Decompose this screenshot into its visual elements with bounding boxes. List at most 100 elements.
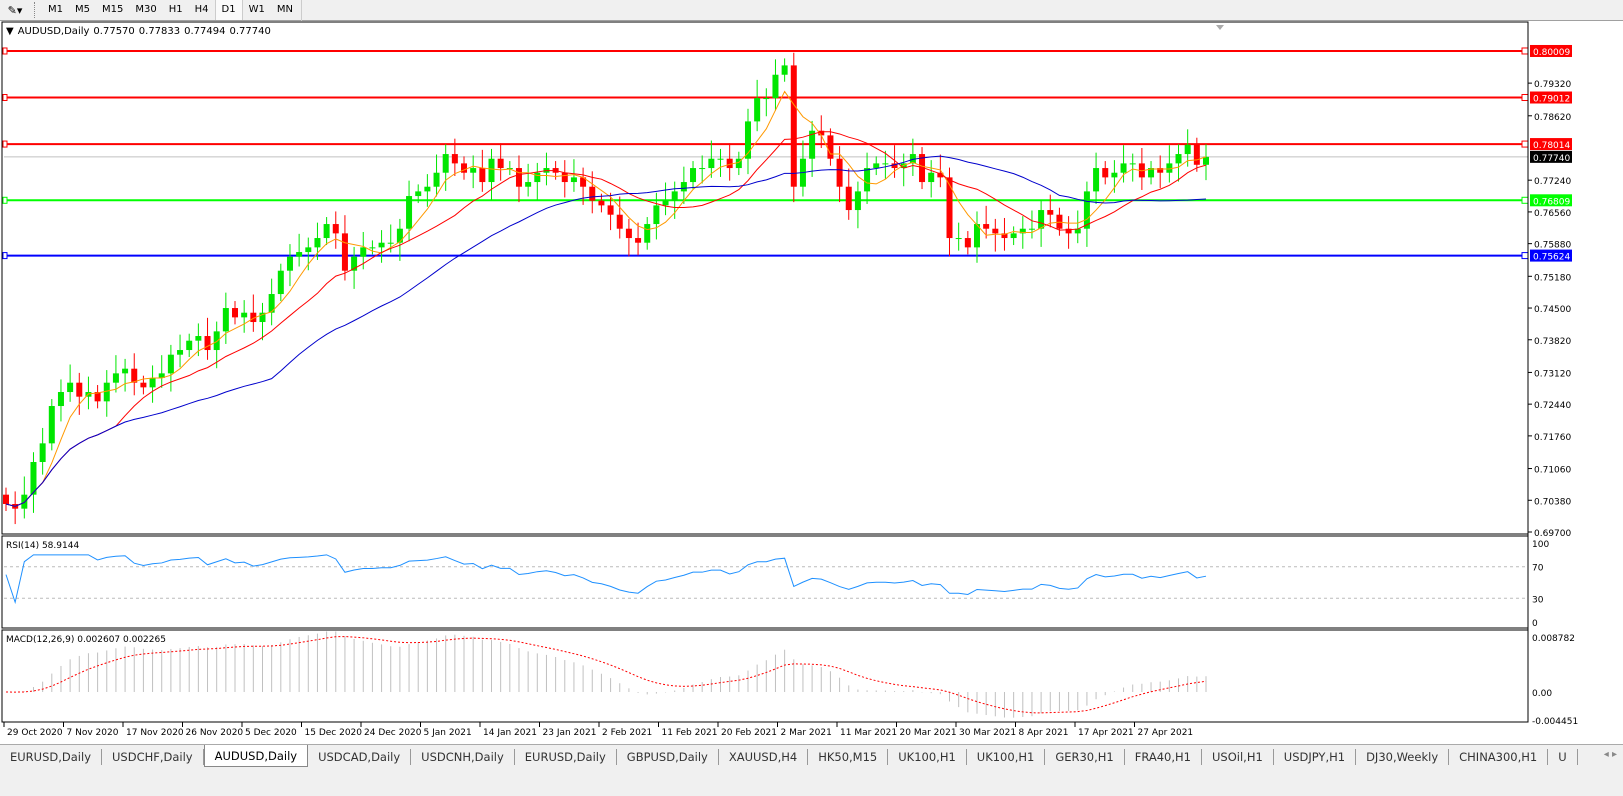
price-chart[interactable]: 0.80009 0.79012 0.78014 0.76809 0.75624 0.777…: [0, 20, 1623, 744]
date-label: 17 Apr 2021: [1078, 728, 1134, 738]
high-value: 0.77833: [138, 26, 181, 37]
candle-body: [1001, 233, 1008, 239]
timeframe-d1[interactable]: D1: [214, 0, 243, 20]
candle-body: [396, 228, 403, 243]
candle-body: [955, 238, 962, 240]
macd-scale-label: 0.00: [1532, 689, 1552, 699]
chart-tab[interactable]: AUDUSD,Daily: [203, 744, 309, 767]
candle-body: [1129, 163, 1136, 165]
chart-tab[interactable]: U: [1548, 748, 1578, 765]
chart-tab[interactable]: DJ30,Weekly: [1356, 748, 1450, 765]
rsi-scale-label: 30: [1532, 595, 1544, 605]
candle-body: [167, 354, 174, 374]
tab-scroll-arrows-icon[interactable]: ◂ ▸: [1603, 749, 1617, 760]
candle-body: [76, 382, 83, 397]
level-handle: [1521, 140, 1529, 148]
level-handle: [1521, 196, 1529, 204]
timeframe-m30[interactable]: M30: [135, 4, 157, 15]
date-label: 2 Feb 2021: [602, 728, 652, 738]
date-label: 20 Mar 2021: [900, 728, 957, 738]
candle-body: [937, 172, 944, 178]
level-price-tag: [1530, 194, 1572, 207]
timeframe-m1[interactable]: M1: [48, 4, 63, 15]
candle-body: [983, 224, 990, 229]
chart-tab[interactable]: USDJPY,H1: [1274, 748, 1357, 765]
chart-tab[interactable]: FRA40,H1: [1125, 748, 1202, 765]
chart-tab[interactable]: USDCAD,Daily: [308, 748, 412, 765]
candle-body: [369, 247, 376, 249]
candle-body: [314, 238, 321, 248]
timeframe-h1[interactable]: H1: [168, 4, 183, 15]
candle-body: [772, 74, 779, 99]
chart-tab[interactable]: XAUUSD,H4: [719, 748, 809, 765]
candle-body: [48, 406, 55, 444]
candle-body: [30, 462, 37, 495]
timeframe-h4[interactable]: H4: [194, 4, 209, 15]
chart-tab[interactable]: GER30,H1: [1045, 748, 1125, 765]
rsi-panel-border: [1, 535, 1529, 629]
candle-body: [461, 163, 468, 173]
current-price-label: 0.77740: [1533, 154, 1570, 164]
candle-body: [845, 186, 852, 211]
timeframe-m15[interactable]: M15: [102, 4, 124, 15]
chart-tab[interactable]: CHINA300,H1: [1449, 748, 1549, 765]
chart-shift-marker[interactable]: [1216, 25, 1224, 30]
candle-body: [946, 177, 953, 239]
price-tick-label: 0.75180: [1534, 273, 1571, 283]
candle-body: [1184, 144, 1191, 155]
collapse-triangle-icon[interactable]: ▼: [6, 26, 14, 37]
candle-body: [39, 443, 46, 463]
candle-body: [1065, 228, 1072, 234]
price-tick-label: 0.72440: [1534, 401, 1571, 411]
chart-tab[interactable]: EURUSD,Daily: [515, 748, 617, 765]
line-tools-icon[interactable]: ✎▾: [7, 3, 23, 17]
candle-body: [406, 196, 413, 229]
level-handle: [2, 47, 8, 55]
candle-body: [1193, 144, 1200, 165]
date-label: 7 Nov 2020: [67, 728, 119, 738]
date-label: 5 Jan 2021: [424, 728, 472, 738]
level-price-tag: [1530, 249, 1572, 262]
candle-body: [1047, 210, 1054, 215]
chart-tab[interactable]: USDCNH,Daily: [411, 748, 515, 765]
timeframe-mn[interactable]: MN: [276, 4, 293, 15]
date-label: 24 Dec 2020: [364, 728, 422, 738]
candle-body: [1148, 168, 1155, 178]
candle-body: [131, 368, 138, 383]
candle-body: [140, 382, 147, 388]
date-label: 14 Jan 2021: [483, 728, 537, 738]
candle-body: [1028, 228, 1035, 230]
timeframe-w1[interactable]: W1: [248, 4, 265, 15]
chart-tab[interactable]: EURUSD,Daily: [0, 748, 102, 765]
candle-body: [680, 182, 687, 192]
price-tick-label: 0.71760: [1534, 433, 1571, 443]
level-handle: [2, 252, 8, 260]
candle-body: [470, 168, 477, 173]
timeframe-m5[interactable]: M5: [75, 4, 90, 15]
date-label: 11 Mar 2021: [840, 728, 897, 738]
candle-body: [625, 228, 632, 239]
chart-tab[interactable]: USDCHF,Daily: [102, 748, 204, 765]
candle-body: [589, 186, 596, 201]
candle-body: [213, 331, 220, 351]
price-tick-label: 0.74500: [1534, 305, 1571, 315]
candle-body: [424, 186, 431, 192]
open-value: 0.77570: [93, 26, 135, 37]
chart-tab[interactable]: UK100,H1: [967, 748, 1046, 765]
candle-body: [717, 158, 724, 160]
level-handle: [1521, 252, 1529, 260]
chart-tab[interactable]: HK50,M15: [808, 748, 889, 765]
candle-body: [1074, 228, 1081, 234]
candle-body: [387, 242, 394, 244]
chart-tab[interactable]: UK100,H1: [888, 748, 967, 765]
candle-body: [195, 336, 202, 341]
low-value: 0.77494: [184, 26, 226, 37]
price-tick-label: 0.73820: [1534, 337, 1571, 347]
macd-panel-border: [1, 629, 1529, 723]
chart-tab[interactable]: GBPUSD,Daily: [617, 748, 719, 765]
date-label: 15 Dec 2020: [305, 728, 363, 738]
date-label: 2 Mar 2021: [781, 728, 832, 738]
level-price-tag: [1530, 44, 1572, 57]
chart-tab[interactable]: USOil,H1: [1202, 748, 1274, 765]
candle-body: [708, 158, 715, 169]
